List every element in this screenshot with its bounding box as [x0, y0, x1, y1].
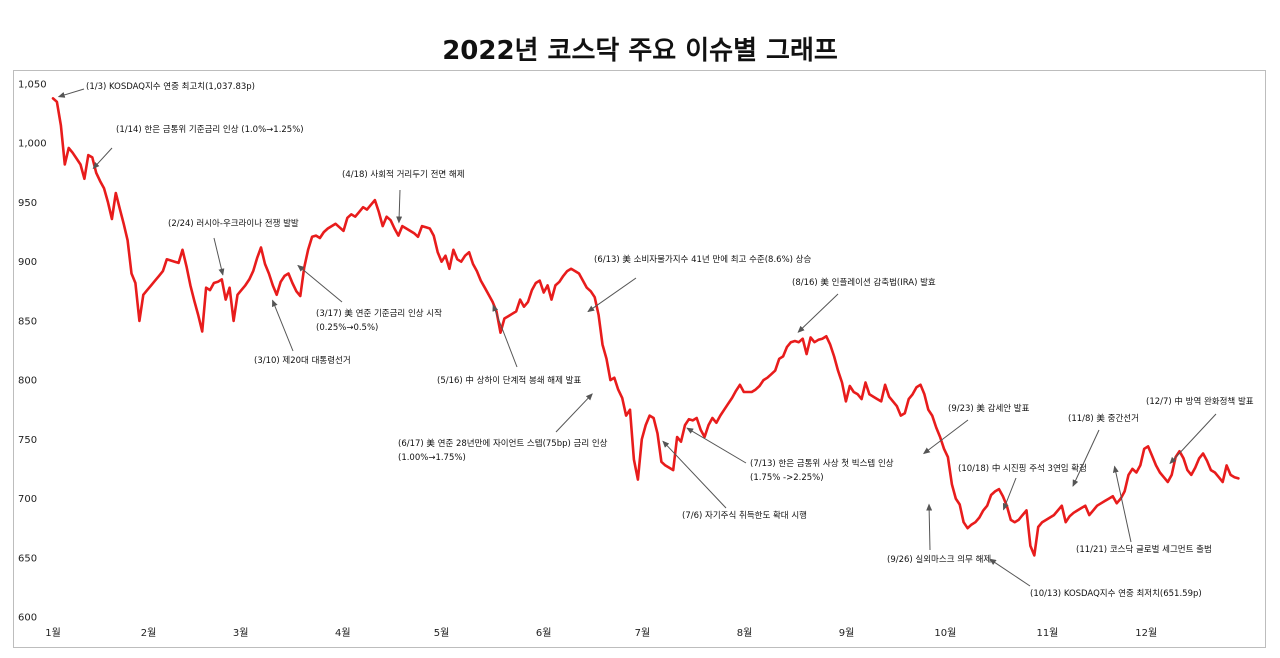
annotation-arrow — [662, 440, 727, 509]
y-tick-label: 1,000 — [18, 139, 47, 150]
annotation-label: (3/17) 美 연준 기준금리 인상 시작 — [316, 308, 442, 319]
y-tick-label: 850 — [18, 316, 37, 327]
annotation-label: (7/6) 자기주식 취득한도 확대 시행 — [682, 510, 807, 521]
annotation-label: (6/13) 美 소비자물가지수 41년 만에 최고 수준(8.6%) 상승 — [594, 254, 811, 265]
y-tick-label: 750 — [18, 435, 37, 446]
annotation: (7/13) 한은 금통위 사상 첫 빅스텝 인상 (1.75% ->2.25%) — [686, 427, 894, 483]
x-tick-label: 2월 — [141, 627, 157, 639]
annotation: (10/13) KOSDAQ지수 연중 최저치(651.59p) — [989, 558, 1202, 599]
annotation-label-line2: (1.75% ->2.25%) — [750, 473, 824, 483]
annotation-arrow — [587, 277, 637, 313]
annotation-arrow — [926, 503, 933, 551]
x-tick-label: 8월 — [737, 627, 753, 639]
annotation-arrow — [57, 88, 85, 98]
x-tick-label: 5월 — [434, 627, 450, 639]
y-tick-label: 950 — [18, 198, 37, 209]
annotation-label-line2: (1.00%→1.75%) — [398, 453, 466, 463]
x-tick-label: 6월 — [536, 627, 552, 639]
kosdaq-index-line — [51, 97, 1240, 557]
annotation-label: (12/7) 中 방역 완화정책 발표 — [1146, 396, 1254, 407]
annotation: (3/10) 제20대 대통령선거 — [254, 299, 351, 366]
annotation: (9/23) 美 감세안 발표 — [922, 403, 1030, 455]
annotation-arrow — [555, 393, 593, 433]
annotation-label: (8/16) 美 인플레이션 감축법(IRA) 발효 — [792, 277, 936, 288]
annotation: (11/8) 美 중간선거 — [1068, 413, 1139, 487]
annotation-arrow — [492, 304, 518, 368]
annotation-arrow — [1169, 413, 1217, 465]
annotation-label: (1/3) KOSDAQ지수 연중 최고치(1,037.83p) — [86, 81, 255, 92]
annotation-arrow — [1112, 465, 1132, 543]
y-tick-label: 800 — [18, 376, 37, 387]
annotation-label: (9/23) 美 감세안 발표 — [948, 403, 1030, 414]
x-tick-label: 9월 — [839, 627, 855, 639]
annotation-label: (10/13) KOSDAQ지수 연중 최저치(651.59p) — [1030, 588, 1202, 599]
annotation: (7/6) 자기주식 취득한도 확대 시행 — [662, 440, 807, 521]
annotation-label: (5/16) 中 상하이 단계적 봉쇄 해제 발표 — [437, 375, 581, 386]
annotations: (1/3) KOSDAQ지수 연중 최고치(1,037.83p) (1/14) 한… — [57, 81, 1254, 599]
annotation-label: (9/26) 실외마스크 의무 해제 — [887, 554, 991, 565]
annotation: (11/21) 코스닥 글로벌 세그먼트 출범 — [1076, 465, 1212, 555]
annotation-label: (10/18) 中 시진핑 주석 3연임 확정 — [958, 463, 1087, 474]
annotation: (1/14) 한은 금통위 기준금리 인상 (1.0%→1.25%) — [92, 124, 304, 170]
annotation-arrow — [1002, 477, 1017, 511]
x-tick-label: 3월 — [233, 627, 249, 639]
annotation: (3/17) 美 연준 기준금리 인상 시작 (0.25%→0.5%) — [297, 264, 442, 333]
x-tick-label: 7월 — [635, 627, 651, 639]
annotation: (8/16) 美 인플레이션 감축법(IRA) 발효 — [792, 277, 936, 333]
annotation-arrow — [272, 299, 294, 352]
annotation: (4/18) 사회적 거리두기 전면 해제 — [342, 169, 465, 224]
annotation-arrow — [297, 264, 343, 303]
annotation: (2/24) 러시아-우크라이나 전쟁 발발 — [168, 218, 299, 276]
y-tick-label: 650 — [18, 553, 37, 564]
annotation-arrow — [686, 427, 747, 464]
annotation-label: (11/21) 코스닥 글로벌 세그먼트 출범 — [1076, 544, 1212, 555]
annotation-label: (2/24) 러시아-우크라이나 전쟁 발발 — [168, 218, 299, 229]
annotation-label: (11/8) 美 중간선거 — [1068, 413, 1139, 424]
y-tick-label: 700 — [18, 494, 37, 505]
annotation-label: (3/10) 제20대 대통령선거 — [254, 355, 351, 366]
x-tick-label: 10월 — [934, 627, 956, 639]
x-tick-label: 4월 — [335, 627, 351, 639]
annotation: (12/7) 中 방역 완화정책 발표 — [1146, 396, 1254, 465]
plot-frame — [13, 70, 1266, 648]
annotation-arrow — [396, 189, 403, 224]
annotation-label: (6/17) 美 연준 28년만에 자이언트 스텝(75bp) 금리 인상 — [398, 438, 608, 449]
annotation: (9/26) 실외마스크 의무 해제 — [887, 503, 991, 565]
y-tick-label: 600 — [18, 613, 37, 624]
annotation-arrow — [1072, 429, 1100, 487]
annotation-arrow — [989, 558, 1031, 587]
annotation: (6/17) 美 연준 28년만에 자이언트 스텝(75bp) 금리 인상 (1.… — [398, 393, 608, 463]
annotation-arrow — [213, 237, 225, 276]
annotation-label: (7/13) 한은 금통위 사상 첫 빅스텝 인상 — [750, 458, 894, 469]
annotation-label: (1/14) 한은 금통위 기준금리 인상 (1.0%→1.25%) — [116, 124, 304, 135]
chart-title: 2022년 코스닥 주요 이슈별 그래프 — [442, 36, 838, 66]
annotation: (5/16) 中 상하이 단계적 봉쇄 해제 발표 — [437, 304, 581, 386]
y-tick-label: 1,050 — [18, 80, 47, 91]
x-tick-label: 1월 — [45, 627, 61, 639]
x-tick-label: 12월 — [1135, 627, 1157, 639]
y-axis: 600 650 700 750 800 850 900 950 1,000 1,050 — [18, 80, 47, 624]
annotation-arrow — [922, 419, 969, 455]
annotation-label-line2: (0.25%→0.5%) — [316, 323, 378, 333]
annotation: (10/18) 中 시진핑 주석 3연임 확정 — [958, 463, 1087, 511]
annotation: (1/3) KOSDAQ지수 연중 최고치(1,037.83p) — [57, 81, 255, 98]
annotation: (6/13) 美 소비자물가지수 41년 만에 최고 수준(8.6%) 상승 — [587, 254, 811, 313]
annotation-label: (4/18) 사회적 거리두기 전면 해제 — [342, 169, 465, 180]
x-axis: 1월 2월 3월 4월 5월 6월 7월 8월 9월 10월 11월 12월 — [45, 627, 1157, 639]
annotation-arrow — [92, 147, 113, 170]
x-tick-label: 11월 — [1036, 627, 1058, 639]
y-tick-label: 900 — [18, 257, 37, 268]
annotation-arrow — [797, 293, 839, 333]
